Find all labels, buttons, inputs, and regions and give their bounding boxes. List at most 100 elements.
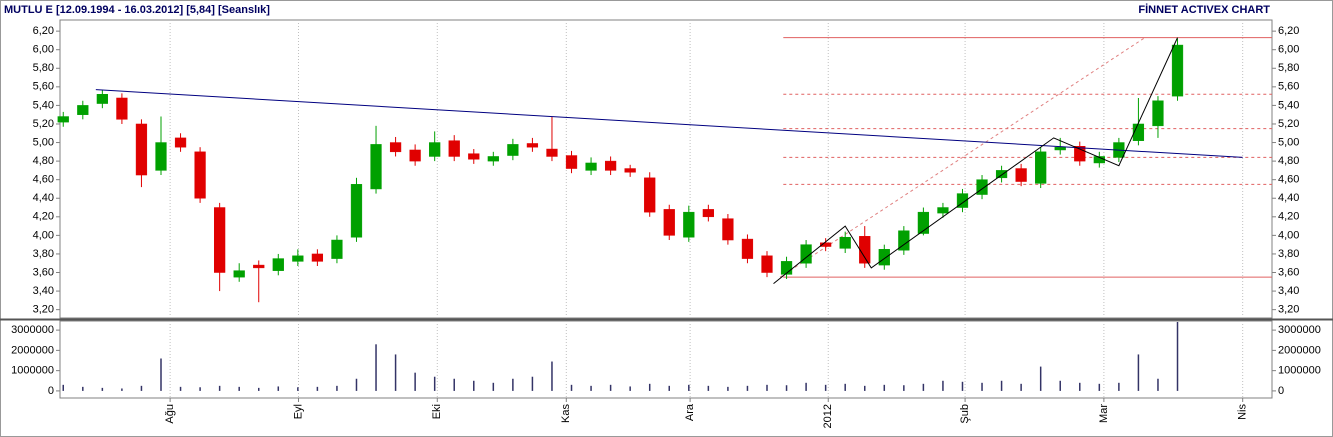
candle-body	[683, 211, 695, 238]
candle-body	[546, 148, 558, 157]
candle-body	[859, 236, 871, 264]
chart-source: FİNNET ACTIVEX CHART	[1138, 3, 1270, 16]
candle-body	[937, 207, 949, 214]
candle-body	[565, 155, 578, 169]
candle-body	[507, 144, 519, 156]
candle-body	[116, 97, 128, 120]
candle-body	[839, 236, 851, 249]
candle-body	[878, 249, 890, 266]
y-tick-label: 3,40	[1278, 285, 1299, 297]
candle-body	[292, 255, 304, 262]
x-tick-label: Şub	[959, 404, 971, 424]
candle-body	[800, 244, 812, 264]
candle-body	[956, 193, 969, 208]
y-tick-label: 3,60	[1278, 266, 1299, 278]
candle-body	[389, 142, 402, 153]
x-tick-label: Kas	[560, 404, 572, 423]
candle-body	[487, 156, 499, 162]
candle-body	[272, 258, 284, 271]
x-tick-label: Eyl	[292, 404, 304, 419]
y-tick-label: 5,00	[1278, 136, 1299, 148]
y-tick-label: 4,40	[1278, 192, 1299, 204]
x-tick-label: Ara	[684, 403, 696, 421]
candle-body	[370, 144, 382, 190]
y-tick-label: 6,00	[33, 44, 54, 56]
y-tick-label: 2000000	[11, 344, 54, 356]
candle-body	[429, 142, 441, 157]
zigzag-line	[773, 37, 1178, 285]
candle-body	[409, 149, 421, 162]
candle-body	[761, 255, 773, 273]
candle-body	[331, 239, 343, 259]
candle-body	[448, 140, 460, 157]
price-panel	[59, 19, 1273, 319]
y-tick-label: 6,20	[1278, 25, 1299, 37]
y-tick-label: 5,80	[1278, 62, 1299, 74]
candle-body	[1054, 146, 1066, 151]
y-tick-label: 0	[48, 385, 54, 397]
candle-body	[350, 184, 363, 238]
y-tick-label: 3,20	[33, 304, 54, 316]
candle-body	[644, 177, 656, 213]
y-tick-label: 3000000	[11, 324, 54, 336]
volume-panel	[59, 320, 1273, 399]
candle-body	[57, 116, 69, 123]
y-tick-label: 5,20	[1278, 118, 1299, 130]
x-tick-label: 2012	[822, 404, 834, 428]
y-tick-label: 4,80	[33, 155, 54, 167]
candle-body	[214, 207, 226, 273]
y-tick-label: 4,80	[1278, 155, 1299, 167]
y-tick-label: 5,40	[1278, 99, 1299, 111]
x-tick-label: Nis	[1237, 404, 1249, 420]
y-tick-label: 5,60	[1278, 81, 1299, 93]
y-tick-label: 2000000	[1278, 344, 1321, 356]
candle-body	[96, 94, 108, 104]
y-tick-label: 4,20	[1278, 211, 1299, 223]
y-tick-label: 4,20	[33, 211, 54, 223]
y-tick-label: 3,20	[1278, 304, 1299, 316]
candle-body	[253, 264, 265, 269]
candle-body	[722, 218, 734, 241]
candle-body	[1152, 100, 1164, 127]
candle-body	[311, 253, 324, 262]
y-tick-label: 1000000	[1278, 365, 1321, 377]
y-tick-label: 6,00	[1278, 44, 1299, 56]
candle-body	[77, 105, 89, 115]
candle-body	[1074, 146, 1086, 162]
candle-body	[174, 137, 187, 148]
y-tick-label: 3000000	[1278, 324, 1321, 336]
y-tick-label: 4,40	[33, 192, 54, 204]
candle-body	[135, 123, 148, 176]
candle-body	[976, 179, 988, 195]
y-tick-label: 4,60	[1278, 174, 1299, 186]
y-tick-label: 0	[1278, 385, 1284, 397]
y-tick-label: 5,20	[33, 118, 54, 130]
x-tick-label: Eki	[431, 404, 443, 419]
y-tick-label: 4,00	[33, 229, 54, 241]
trend-line	[95, 89, 1243, 158]
y-tick-label: 4,00	[1278, 229, 1299, 241]
y-tick-label: 5,60	[33, 81, 54, 93]
candle-body	[820, 242, 832, 247]
candle-body	[780, 261, 793, 275]
candle-body	[741, 238, 754, 259]
candle-body	[233, 270, 245, 278]
chart-title: MUTLU E [12.09.1994 - 16.03.2012] [5,84]…	[4, 4, 270, 16]
candle-body	[702, 209, 714, 218]
y-tick-label: 3,40	[33, 285, 54, 297]
candle-body	[155, 142, 167, 171]
y-tick-label: 5,80	[33, 62, 54, 74]
candle-body	[663, 209, 675, 236]
y-tick-label: 6,20	[33, 25, 54, 37]
y-tick-label: 5,00	[33, 136, 54, 148]
candle-body	[194, 151, 206, 199]
y-tick-label: 1000000	[11, 365, 54, 377]
candle-body	[585, 162, 597, 171]
y-tick-label: 3,80	[33, 248, 54, 260]
candle-body	[526, 143, 539, 148]
y-tick-label: 3,60	[33, 266, 54, 278]
y-tick-label: 4,60	[33, 174, 54, 186]
candle-body	[1015, 168, 1027, 182]
candle-body	[1171, 44, 1184, 97]
